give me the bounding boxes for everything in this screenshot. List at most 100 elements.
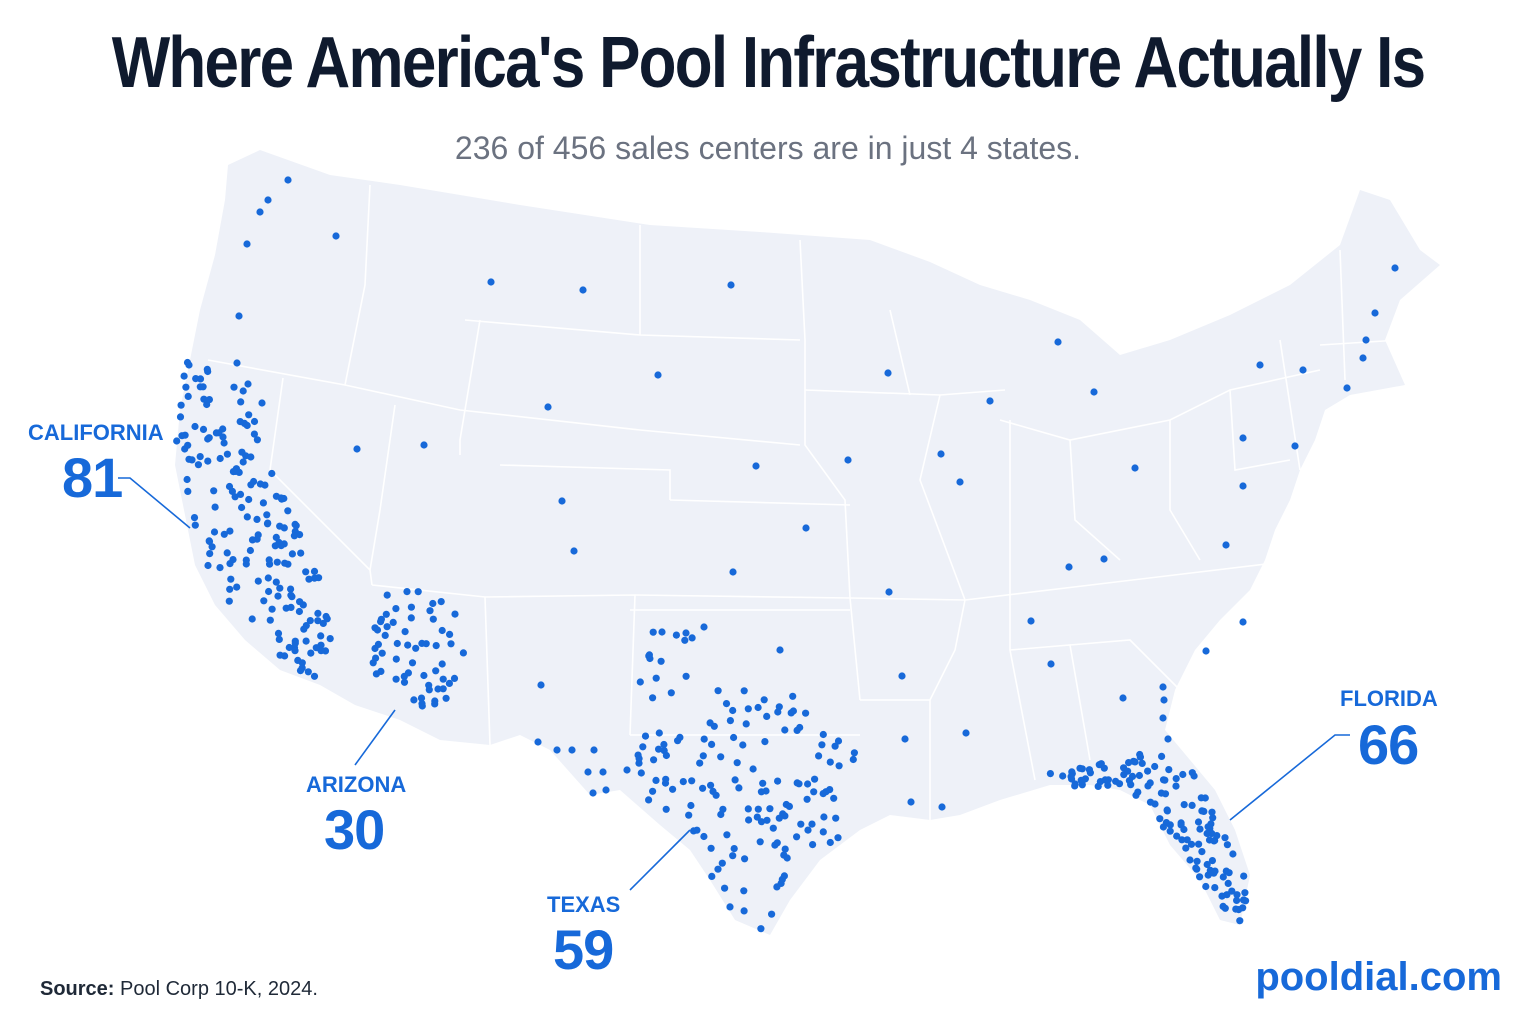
sales-center-dot [220, 530, 228, 538]
sales-center-dot [242, 556, 250, 564]
sales-center-dot [322, 612, 330, 621]
sales-center-dot [332, 232, 340, 240]
sales-center-dot [1391, 264, 1399, 272]
sales-center-dot [200, 395, 208, 403]
sales-center-dot [1224, 879, 1232, 888]
sales-center-dot [295, 607, 303, 616]
sales-center-dot [284, 507, 292, 515]
sales-center-dot [1166, 827, 1174, 835]
sales-center-dot [238, 503, 246, 512]
sales-center-dot [781, 845, 789, 853]
sales-center-dot [447, 640, 455, 648]
sales-center-dot [219, 433, 227, 441]
sales-center-dot [849, 755, 857, 764]
sales-center-dot [568, 746, 576, 754]
sales-center-dot [655, 745, 663, 753]
sales-center-dot [260, 597, 268, 605]
sales-center-dot [285, 643, 293, 652]
sales-center-dot [1179, 770, 1187, 779]
sales-center-dot [292, 522, 300, 530]
sales-center-dot [1094, 782, 1102, 791]
sales-center-dot [1163, 806, 1171, 814]
sales-center-dot [714, 687, 722, 695]
sales-center-dot [740, 887, 748, 895]
sales-center-dots [173, 176, 1399, 933]
sales-center-dot [369, 659, 377, 667]
sales-center-dot [785, 802, 794, 811]
sales-center-dot [223, 450, 231, 458]
sales-center-dot [239, 387, 247, 395]
sales-center-dot [775, 814, 783, 822]
sales-center-dot [297, 549, 305, 557]
sales-center-dot [204, 435, 212, 443]
sales-center-dot [693, 826, 701, 834]
sales-center-dot [1240, 872, 1248, 880]
sales-center-dot [986, 397, 994, 405]
sales-center-dot [459, 649, 467, 657]
sales-center-dot [233, 583, 241, 591]
sales-center-dot [383, 591, 391, 599]
sales-center-dot [243, 240, 251, 248]
sales-center-dot [819, 790, 827, 798]
sales-center-dot [835, 762, 843, 770]
sales-center-dot [1188, 801, 1196, 810]
sales-center-dot [1195, 840, 1203, 848]
sales-center-dot [294, 656, 302, 665]
sales-center-dot [1059, 772, 1067, 780]
sales-center-dot [266, 616, 274, 624]
brand-link[interactable]: pooldial.com [1255, 955, 1502, 999]
sales-center-dot [291, 647, 299, 655]
sales-center-dot [1104, 781, 1112, 789]
sales-center-dot [432, 667, 440, 675]
sales-center-dot [707, 844, 715, 852]
sales-center-dot [248, 615, 256, 623]
sales-center-dot [752, 462, 760, 470]
sales-center-dot [1119, 694, 1127, 702]
sales-center-dot [211, 503, 219, 511]
sales-center-dot [274, 592, 282, 600]
sales-center-dot [708, 872, 716, 881]
sales-center-dot [302, 637, 310, 645]
sales-center-dot [1222, 541, 1230, 549]
sales-center-dot [1256, 361, 1264, 369]
sales-center-dot [795, 780, 803, 788]
sales-center-dot [246, 546, 254, 555]
sales-center-dot [382, 610, 390, 618]
sales-center-dot [291, 639, 299, 647]
sales-center-dot [731, 776, 739, 784]
sales-center-dot [844, 456, 852, 464]
sales-center-dot [763, 712, 771, 721]
sales-center-dot [956, 478, 964, 486]
sales-center-dot [1178, 836, 1186, 844]
sales-center-dot [699, 784, 707, 792]
sales-center-dot [749, 765, 757, 773]
sales-center-dot [907, 798, 915, 806]
sales-center-dot [797, 820, 805, 828]
sales-center-dot [742, 720, 750, 728]
sales-center-dot [1241, 889, 1249, 897]
sales-center-dot [353, 445, 361, 453]
sales-center-dot [700, 832, 708, 841]
sales-center-dot [263, 511, 271, 519]
sales-center-dot [226, 585, 234, 593]
sales-center-dot [1194, 818, 1203, 826]
sales-center-dot [570, 547, 578, 555]
sales-center-dot [649, 628, 657, 636]
sales-center-dot [383, 623, 391, 631]
sales-center-dot [771, 841, 779, 849]
sales-center-dot [268, 605, 276, 613]
sales-center-dot [1183, 836, 1191, 844]
sales-center-dot [834, 737, 843, 745]
sales-center-dot [288, 550, 296, 558]
sales-center-dot [901, 735, 909, 743]
sales-center-dot [676, 733, 684, 742]
sales-center-dot [789, 692, 797, 700]
page-title: Where America's Pool Infrastructure Actu… [111, 23, 1426, 103]
sales-center-dot [635, 754, 643, 763]
sales-center-dot [420, 671, 428, 680]
sales-center-dot [204, 457, 212, 465]
sales-center-dot [381, 631, 389, 640]
sales-center-dot [602, 786, 610, 794]
leader-florida [1229, 734, 1350, 821]
sales-center-dot [1225, 869, 1233, 877]
